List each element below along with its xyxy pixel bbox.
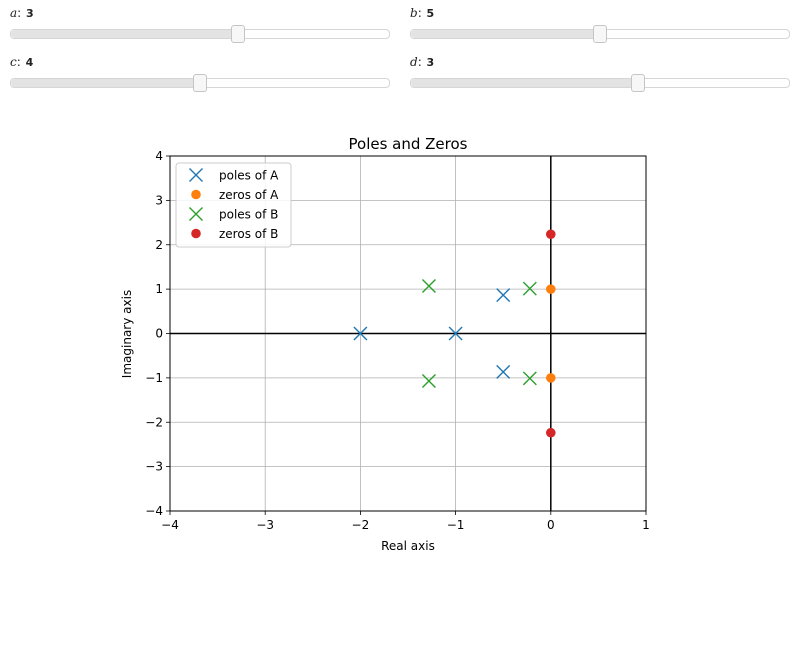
legend-poles-of-A-marker: [189, 168, 203, 182]
slider-c-value: 4: [25, 56, 34, 69]
x-tick-label: 0: [547, 518, 555, 532]
slider-c-label: c: 4: [10, 55, 34, 69]
slider-a-track[interactable]: [10, 25, 390, 43]
legend-poles-of-A-label: poles of A: [219, 169, 279, 183]
poles-of-B-marker: [522, 371, 537, 386]
slider-b-track[interactable]: [410, 25, 790, 43]
data-markers: [353, 229, 556, 438]
legend-zeros-of-A-marker: [191, 189, 201, 200]
poles-of-A-marker: [448, 326, 463, 341]
slider-c-fill: [11, 79, 200, 87]
y-tick-label: 2: [155, 238, 163, 252]
slider-b-var: b: [410, 6, 418, 20]
x-axis-label: Real axis: [381, 539, 435, 553]
zeros-of-B-marker: [546, 427, 556, 438]
poles-of-A-marker: [353, 326, 368, 341]
legend: poles of A zeros of A poles of B zeros of B: [175, 162, 292, 248]
slider-b-fill: [411, 30, 600, 38]
poles-of-B-marker: [421, 279, 436, 294]
slider-d-fill: [411, 79, 638, 87]
zeros-of-A-marker: [546, 284, 556, 294]
y-tick-label: 4: [155, 149, 163, 163]
slider-d-var: d: [410, 55, 418, 69]
y-tick-label: 0: [155, 327, 163, 341]
slider-c: c: 4: [10, 49, 390, 92]
chart-title: Poles and Zeros: [349, 135, 468, 153]
slider-d-handle[interactable]: [630, 74, 645, 92]
legend-zeros-of-A-label: zeros of A: [219, 188, 279, 202]
poles-of-B-marker: [522, 281, 537, 296]
poles-of-B-marker: [421, 373, 436, 388]
x-tick-label: −1: [447, 518, 465, 532]
slider-a-var: a: [10, 6, 18, 20]
slider-d-value: 3: [426, 56, 435, 69]
slider-d-label: d: 3: [410, 55, 435, 69]
x-tick-label: 1: [642, 518, 650, 532]
y-tick-label: −4: [145, 504, 163, 518]
slider-a: a: 3: [10, 0, 390, 43]
y-tick-label: −2: [145, 415, 163, 429]
x-tick-label: −2: [352, 518, 370, 532]
legend-box: [175, 162, 292, 248]
slider-b: b: 5: [410, 0, 790, 43]
pole-zero-chart: Poles and Zeros −4 −3 −2 −1 0 1−4−3−2−101234 …: [120, 135, 650, 553]
poles-of-A-marker: [496, 288, 511, 303]
y-axis-label: Imaginary axis: [120, 290, 134, 378]
slider-b-handle[interactable]: [593, 25, 607, 43]
legend-zeros-of-B-marker: [191, 228, 201, 239]
slider-c-var: c: [10, 55, 17, 69]
zeros-of-A-marker: [546, 373, 556, 383]
slider-b-value: 5: [426, 7, 435, 20]
legend-poles-of-B-marker: [189, 207, 203, 221]
slider-a-label: a: 3: [10, 6, 34, 20]
x-tick-label: −3: [256, 518, 274, 532]
legend-zeros-of-B-label: zeros of B: [219, 227, 278, 241]
slider-b-label: b: 5: [410, 6, 435, 20]
y-tick-label: 3: [155, 193, 163, 207]
y-tick-label: −1: [145, 371, 163, 385]
slider-c-track[interactable]: [10, 74, 390, 92]
slider-d-track[interactable]: [410, 74, 790, 92]
slider-d: d: 3: [410, 49, 790, 92]
zero-axes: [170, 156, 646, 511]
slider-a-handle[interactable]: [230, 25, 245, 43]
poles-of-A-marker: [496, 364, 511, 379]
zeros-of-B-marker: [546, 229, 556, 240]
y-tick-label: −3: [145, 460, 163, 474]
slider-a-value: 3: [26, 7, 34, 20]
slider-a-fill: [11, 30, 238, 38]
slider-panel: a: 3 b: 5 c: 4 d: 3: [0, 0, 800, 100]
slider-c-handle[interactable]: [193, 74, 207, 92]
legend-poles-of-B-label: poles of B: [219, 208, 278, 222]
x-tick-label: −4: [161, 518, 179, 532]
tick-marks: −4 −3 −2 −1 0 1 −4 −3 −2 −1 0 1 2 3 4: [145, 149, 650, 532]
y-tick-label: 1: [155, 282, 163, 296]
